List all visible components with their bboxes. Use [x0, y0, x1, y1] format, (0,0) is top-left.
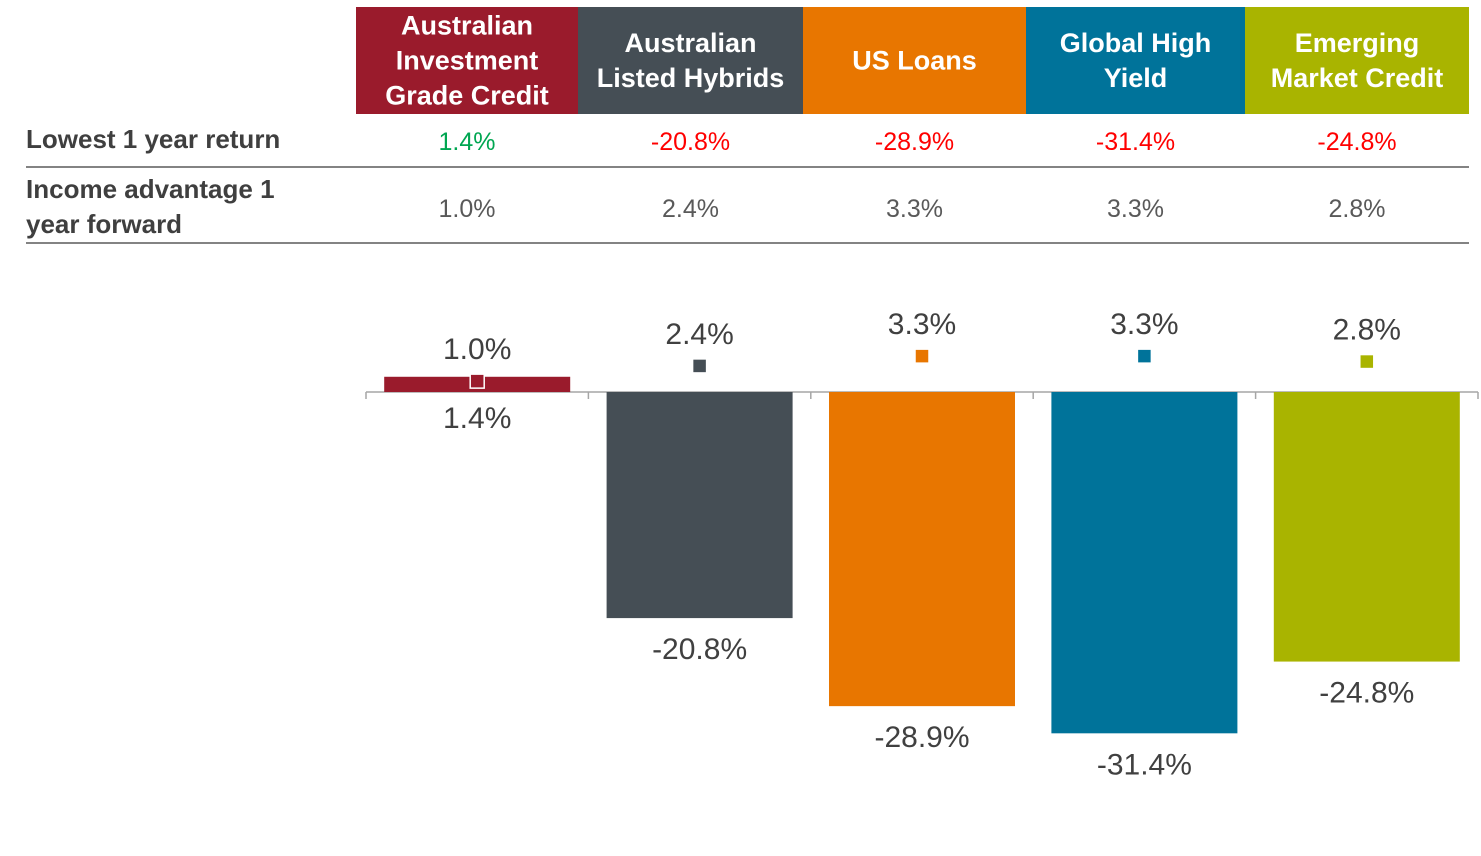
column-header-bg-3: [1026, 7, 1245, 114]
bar-value-label: -31.4%: [1097, 748, 1192, 781]
column-header-bg-2: [803, 7, 1026, 114]
bar-value-label: -24.8%: [1319, 677, 1414, 710]
column-header-4: Emerging Market Credit: [1245, 7, 1469, 114]
table-cell-income-advantage: 2.4%: [662, 195, 719, 223]
table-cell-lowest-return: -28.9%: [875, 128, 954, 156]
bar-lowest-return: [1051, 392, 1238, 734]
marker-value-label: 2.8%: [1333, 314, 1401, 347]
marker-income-advantage: [1136, 348, 1153, 364]
column-header-label: Market Credit: [1271, 63, 1444, 93]
table-cell-income-advantage: 3.3%: [1107, 195, 1164, 223]
marker-income-advantage: [914, 348, 930, 364]
bar-lowest-return: [1273, 392, 1460, 662]
column-header-label: Investment: [396, 46, 539, 76]
table-cell-lowest-return: -24.8%: [1317, 128, 1396, 156]
bar-lowest-return: [606, 392, 793, 619]
marker-value-label: 3.3%: [1110, 308, 1178, 341]
row-label-income: year forward: [26, 209, 182, 239]
column-header-label: Grade Credit: [385, 81, 549, 111]
bar-value-label: -20.8%: [652, 633, 747, 666]
table-cell-income-advantage: 1.0%: [439, 195, 496, 223]
column-header-label: Emerging: [1295, 28, 1420, 58]
bar-chart: 1.4% 1.0% -20.8% 2.4% -28.9% 3.3% -31.4% 3.3% -2…: [365, 308, 1479, 781]
table-cell-lowest-return: -20.8%: [651, 128, 730, 156]
marker-income-advantage: [1359, 353, 1375, 370]
column-header-label: US Loans: [852, 46, 977, 76]
bar-value-label: 1.4%: [443, 402, 511, 435]
marker-value-label: 1.0%: [443, 333, 511, 366]
row-label-income: Income advantage 1: [26, 174, 275, 204]
column-header-label: Yield: [1104, 63, 1168, 93]
table-cell-income-advantage: 3.3%: [886, 195, 943, 223]
row-label-lowest: Lowest 1 year return: [26, 124, 280, 154]
bar-lowest-return: [829, 392, 1015, 707]
marker-value-label: 2.4%: [665, 318, 733, 351]
marker-income-advantage: [469, 373, 485, 389]
column-header-label: Listed Hybrids: [597, 63, 785, 93]
column-header-label: Global High: [1060, 28, 1212, 58]
marker-value-label: 3.3%: [888, 308, 956, 341]
column-header-1: Australian Listed Hybrids: [578, 7, 803, 114]
column-header-label: Australian: [401, 11, 533, 41]
table-cell-lowest-return: -31.4%: [1096, 128, 1175, 156]
column-header-bg-1: [578, 7, 803, 114]
column-header-3: Global High Yield: [1026, 7, 1245, 114]
column-header-0: Australian Investment Grade Credit: [356, 7, 578, 114]
table-cell-lowest-return: 1.4%: [439, 128, 496, 156]
marker-income-advantage: [691, 358, 708, 374]
table-cell-income-advantage: 2.8%: [1329, 195, 1386, 223]
column-header-bg-4: [1245, 7, 1469, 114]
column-header-bg-0: [356, 7, 578, 114]
bar-value-label: -28.9%: [874, 721, 969, 754]
column-header-label: Australian: [624, 28, 756, 58]
column-header-2: US Loans: [803, 7, 1026, 114]
